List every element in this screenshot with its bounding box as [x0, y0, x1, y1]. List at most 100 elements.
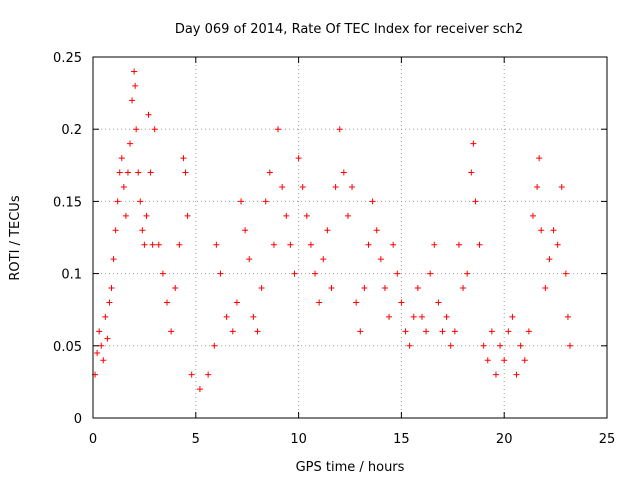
data-point — [132, 82, 139, 89]
y-tick-label: 0.25 — [53, 51, 82, 66]
data-point — [468, 169, 475, 176]
data-point — [464, 270, 471, 277]
y-tick-label: 0.05 — [53, 340, 82, 355]
axis-ticks: 0 5 10 15 20 25 0 0.05 0.1 0.15 0.2 0.25 — [53, 51, 615, 447]
data-point — [529, 212, 536, 219]
x-tick-label: 0 — [89, 432, 97, 447]
data-point — [279, 183, 286, 190]
data-point — [180, 155, 187, 162]
y-tick-label: 0.2 — [61, 123, 82, 138]
data-point — [435, 299, 442, 306]
data-point — [303, 212, 310, 219]
data-point — [492, 371, 499, 378]
data-point — [564, 313, 571, 320]
y-axis-label: ROTI / TECUs — [8, 195, 23, 280]
data-point — [373, 227, 380, 234]
data-point — [246, 256, 253, 263]
plot-frame — [92, 56, 608, 419]
data-point — [223, 313, 230, 320]
data-point — [365, 241, 372, 248]
data-point — [164, 299, 171, 306]
data-point — [447, 342, 454, 349]
data-point — [369, 198, 376, 205]
x-tick-label: 5 — [192, 432, 200, 447]
data-point — [118, 155, 125, 162]
data-point — [217, 270, 224, 277]
data-point — [139, 227, 146, 234]
data-point — [332, 183, 339, 190]
data-point — [143, 212, 150, 219]
data-point — [349, 183, 356, 190]
data-point — [149, 241, 156, 248]
data-point — [104, 335, 111, 342]
data-point — [451, 328, 458, 335]
data-point — [414, 285, 421, 292]
data-point — [566, 342, 573, 349]
y-tick-label: 0.15 — [53, 195, 82, 210]
data-point — [525, 328, 532, 335]
data-point — [505, 328, 512, 335]
data-point — [398, 299, 405, 306]
data-point — [460, 285, 467, 292]
data-point — [558, 183, 565, 190]
data-point — [188, 371, 195, 378]
data-point — [536, 155, 543, 162]
x-axis-label: GPS time / hours — [296, 460, 405, 475]
data-point — [129, 97, 136, 104]
data-point — [295, 155, 302, 162]
data-point — [275, 126, 282, 133]
data-point — [406, 342, 413, 349]
data-point — [131, 68, 138, 75]
data-point — [287, 241, 294, 248]
data-point — [562, 270, 569, 277]
data-point — [361, 285, 368, 292]
data-point — [98, 342, 105, 349]
data-point — [242, 227, 249, 234]
data-point — [108, 285, 115, 292]
data-point — [122, 212, 129, 219]
data-point — [283, 212, 290, 219]
data-point — [476, 241, 483, 248]
data-point — [110, 256, 117, 263]
data-point — [211, 342, 218, 349]
data-point — [291, 270, 298, 277]
data-point — [484, 357, 491, 364]
data-point — [497, 342, 504, 349]
data-point — [320, 256, 327, 263]
data-point — [307, 241, 314, 248]
chart-title: Day 069 of 2014, Rate Of TEC Index for r… — [175, 22, 523, 37]
data-point — [472, 198, 479, 205]
data-point — [513, 371, 520, 378]
data-point — [229, 328, 236, 335]
data-point — [155, 241, 162, 248]
x-tick-label: 10 — [290, 432, 307, 447]
data-point — [377, 256, 384, 263]
data-point — [96, 328, 103, 335]
data-point — [151, 126, 158, 133]
data-point — [137, 198, 144, 205]
data-point — [100, 357, 107, 364]
data-point — [124, 169, 131, 176]
data-point — [213, 241, 220, 248]
data-point — [205, 371, 212, 378]
data-point — [394, 270, 401, 277]
data-point — [386, 313, 393, 320]
data-point — [439, 328, 446, 335]
x-tick-label: 20 — [496, 432, 513, 447]
data-point — [182, 169, 189, 176]
y-tick-label: 0 — [74, 412, 82, 427]
data-point — [554, 241, 561, 248]
data-point — [114, 198, 121, 205]
data-point — [455, 241, 462, 248]
data-point — [266, 169, 273, 176]
data-point — [344, 212, 351, 219]
data-point — [312, 270, 319, 277]
data-point — [443, 313, 450, 320]
data-point — [418, 313, 425, 320]
data-point — [390, 241, 397, 248]
data-point — [521, 357, 528, 364]
data-point — [258, 285, 265, 292]
data-point — [299, 183, 306, 190]
data-point — [488, 328, 495, 335]
